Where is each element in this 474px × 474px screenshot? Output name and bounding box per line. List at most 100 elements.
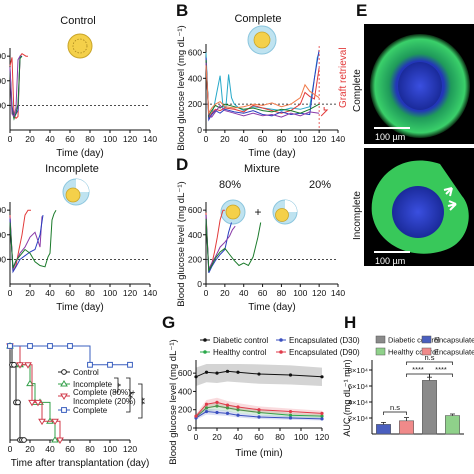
x-tick-label: 100	[103, 134, 117, 144]
survival-marker	[47, 343, 53, 349]
survival-step-line	[10, 345, 130, 366]
y-tick-label: 200	[178, 405, 192, 415]
significance-bracket	[406, 361, 453, 365]
series-point	[204, 406, 209, 410]
survival-marker	[51, 418, 59, 426]
y-tick-label: 200	[188, 99, 202, 109]
series-line	[205, 216, 236, 270]
survival-marker	[67, 343, 73, 349]
significance-label: ****	[412, 365, 424, 374]
y-tick-label: 4×10⁴	[348, 398, 368, 407]
y-tick-label: 400	[188, 73, 202, 83]
y-tick-label: 600	[188, 205, 202, 215]
bar	[422, 380, 437, 435]
x-tick-label: 0	[204, 134, 209, 144]
y-tick-label: 400	[188, 230, 202, 240]
survival-marker	[34, 399, 42, 407]
graft-retrieval-arrow	[320, 107, 329, 117]
series-point	[288, 373, 293, 377]
significance-label: n.s	[390, 403, 400, 412]
series-point	[215, 410, 219, 415]
series-line	[195, 370, 323, 378]
y-tick-label: 2×10⁴	[348, 414, 368, 423]
y-tick-label: 600	[0, 205, 6, 215]
bar	[376, 424, 391, 435]
significance-bracket	[406, 373, 430, 377]
y-tick-label: 200	[188, 254, 202, 264]
series-point	[225, 406, 230, 410]
x-tick-label: 100	[103, 444, 117, 454]
capsule-icon-complete	[247, 25, 277, 55]
series-line	[205, 218, 262, 273]
x-tick-label: 0	[8, 134, 13, 144]
x-tick-label: 60	[65, 288, 75, 298]
significance-label: **	[128, 391, 138, 399]
survival-marker	[28, 399, 36, 407]
series-point	[288, 413, 293, 417]
y-axis-label: AUC (mg dL⁻¹ min)	[342, 359, 352, 436]
x-tick-label: 120	[123, 288, 137, 298]
bar	[445, 415, 460, 435]
series-point	[288, 409, 293, 414]
x-tick-label: 20	[25, 444, 35, 454]
series-line	[205, 60, 320, 118]
legend-swatch	[375, 335, 386, 344]
graft-retrieval-label: Graft retrieval	[338, 47, 349, 108]
series-point	[320, 411, 324, 415]
x-tick-label: 80	[275, 432, 285, 442]
x-tick-label: 60	[258, 288, 268, 298]
x-tick-label: 20	[212, 432, 222, 442]
significance-bracket	[138, 383, 143, 419]
series-line	[9, 55, 21, 118]
legend-swatch	[421, 347, 432, 356]
x-tick-label: 60	[65, 134, 75, 144]
significance-label: *	[116, 383, 126, 387]
x-tick-label: 120	[312, 288, 326, 298]
series-point	[215, 404, 219, 408]
line-chart-D_mixture: 0 20 40 60 80 100 120 140 0 200 400 600 Time (day) Bl…	[176, 181, 345, 313]
x-tick-label: 40	[233, 432, 243, 442]
chart-title-incomplete: Incomplete	[45, 163, 99, 175]
series-point	[236, 413, 240, 417]
legend-label: Incomplete (20%)	[73, 397, 136, 406]
legend-marker	[279, 350, 283, 354]
legend-swatch	[375, 347, 386, 356]
y-tick-label: 0	[197, 279, 202, 289]
x-tick-label: 20	[25, 288, 35, 298]
series-point	[194, 414, 198, 418]
survival-marker	[51, 436, 59, 443]
panel-microscopy: Complete 100 µm Incomplete 100 µm	[352, 24, 474, 266]
survival-marker	[87, 361, 93, 368]
series-point	[236, 370, 240, 374]
x-tick-label: 100	[293, 288, 307, 298]
series-point	[225, 403, 230, 407]
series-point	[257, 415, 261, 419]
legend-label: Complete	[73, 406, 108, 415]
y-tick-label: 200	[0, 254, 6, 264]
x-tick-label: 100	[294, 432, 308, 442]
y-tick-label: 200	[0, 100, 6, 110]
survival-marker	[7, 343, 13, 349]
y-axis-label: Blood glucose level (mg dL⁻¹)	[176, 181, 187, 306]
legend-label: Diabetic control	[213, 336, 268, 345]
y-tick-label: 600	[178, 368, 192, 378]
survival-marker	[56, 437, 64, 444]
x-tick-label: 80	[277, 134, 287, 144]
x-tick-label: 60	[254, 432, 264, 442]
arrow-icon-upper	[443, 187, 453, 197]
legend-label: Encapsulated	[434, 336, 474, 345]
series-point	[288, 416, 293, 420]
x-tick-label: 0	[194, 432, 199, 442]
mixture-label-20: 20%	[309, 179, 331, 191]
series-line	[205, 52, 320, 119]
series-line	[9, 215, 44, 274]
survival-marker	[24, 362, 32, 369]
x-tick-label: 40	[45, 134, 55, 144]
scale-bar-label-complete: 100 µm	[375, 132, 405, 142]
x-tick-label: 60	[258, 134, 268, 144]
y-tick-label: 400	[178, 386, 192, 396]
legend-marker	[61, 407, 67, 413]
x-tick-label: 80	[85, 134, 95, 144]
legend-marker	[60, 380, 68, 387]
